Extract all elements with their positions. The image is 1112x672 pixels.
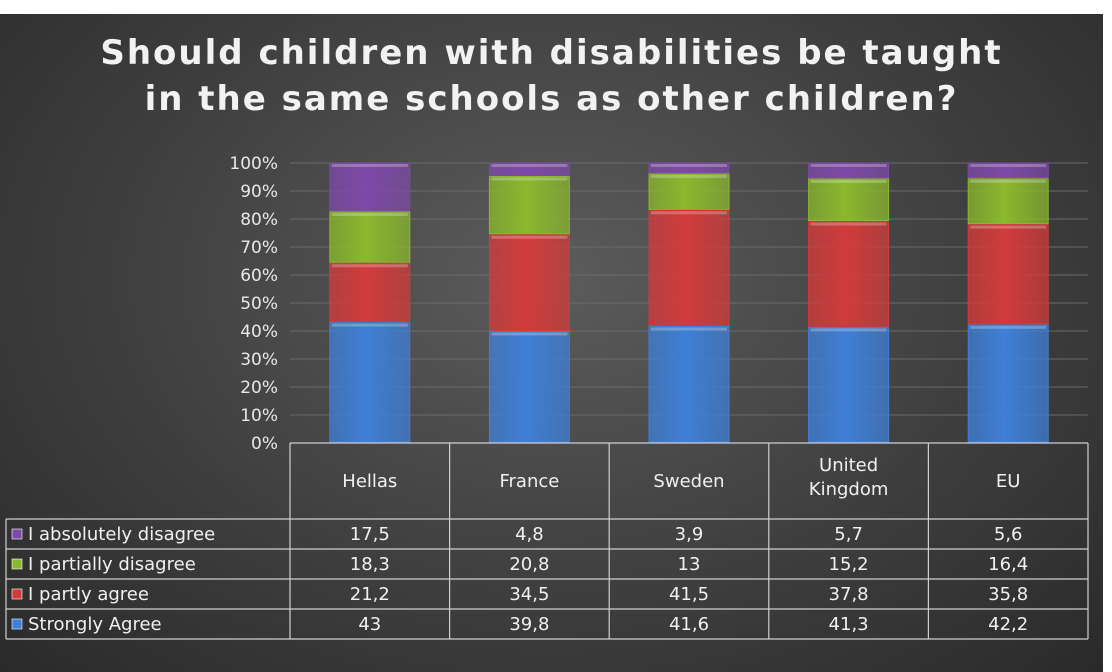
bar-segment — [488, 330, 570, 443]
bar-segment — [488, 175, 570, 235]
data-value: 18,3 — [350, 554, 390, 575]
bar-segment — [488, 234, 570, 331]
category-label: EU — [996, 471, 1021, 492]
bar-segment — [329, 262, 411, 323]
bar-highlight — [331, 164, 408, 167]
bar-highlight — [491, 177, 568, 181]
bar-segment — [967, 162, 1049, 179]
data-value: 41,3 — [829, 614, 869, 635]
bar-highlight — [651, 327, 727, 331]
bar-highlight — [810, 164, 887, 167]
data-value: 15,2 — [829, 554, 869, 575]
data-value: 41,6 — [669, 614, 709, 635]
bar-highlight — [810, 222, 887, 226]
data-value: 13 — [678, 554, 701, 575]
category-label: Hellas — [342, 471, 397, 492]
chart-title: Should children with disabilities be tau… — [0, 30, 1103, 122]
bar-segment — [967, 224, 1049, 325]
chart-svg: 0% 10% 20% 30% 40% 50% 60% 70% 80% 90% 100% Hellas F… — [5, 154, 1089, 640]
bar-highlight — [651, 164, 727, 167]
bar-segment — [648, 209, 730, 327]
data-value: 21,2 — [350, 584, 390, 605]
data-value: 20,8 — [509, 554, 549, 575]
bar-highlight — [331, 264, 408, 268]
bar-segment — [648, 162, 730, 174]
bar-highlight — [651, 211, 727, 215]
bar-highlight — [491, 164, 568, 167]
legend-key — [11, 528, 23, 540]
data-value: 16,4 — [988, 554, 1028, 575]
y-tick-label: 50% — [240, 294, 278, 314]
bar-segment — [648, 326, 730, 443]
bar-segment — [329, 211, 411, 263]
legend-label: I absolutely disagree — [28, 524, 215, 545]
data-value: 37,8 — [829, 584, 869, 605]
bar-highlight — [810, 328, 887, 332]
bar-segment — [808, 162, 890, 179]
y-tick-label: 20% — [240, 378, 278, 398]
y-tick-label: 60% — [240, 266, 278, 286]
bar-highlight — [970, 164, 1047, 167]
bar-segment — [967, 324, 1049, 443]
y-tick-label: 80% — [240, 210, 278, 230]
legend-label: I partly agree — [28, 584, 149, 605]
bar-segment — [329, 162, 411, 212]
data-value: 5,6 — [994, 524, 1023, 545]
bar-highlight — [331, 213, 408, 216]
y-tick-label: 70% — [240, 238, 278, 258]
y-tick-label: 0% — [251, 434, 278, 454]
bar-segment — [329, 322, 411, 443]
bar-highlight — [970, 179, 1047, 183]
data-value: 43 — [358, 614, 381, 635]
category-label: United Kingdom — [809, 455, 889, 500]
y-tick-label: 30% — [240, 350, 278, 370]
data-value: 35,8 — [988, 584, 1028, 605]
bar-highlight — [491, 235, 568, 239]
data-value: 3,9 — [675, 524, 704, 545]
bar-highlight — [810, 179, 887, 183]
bar-highlight — [970, 325, 1047, 329]
category-label: Sweden — [653, 471, 724, 492]
data-value: 4,8 — [515, 524, 544, 545]
chart-title-line-1: Should children with disabilities be tau… — [100, 33, 1003, 73]
y-tick-label: 10% — [240, 406, 278, 426]
bar-highlight — [651, 174, 727, 178]
y-tick-label: 100% — [229, 154, 278, 174]
data-value: 17,5 — [350, 524, 390, 545]
bar-segment — [808, 326, 890, 443]
bar-segment — [967, 178, 1049, 225]
bar-highlight — [970, 225, 1047, 229]
data-value: 34,5 — [509, 584, 549, 605]
data-value: 42,2 — [988, 614, 1028, 635]
legend-key — [11, 618, 23, 630]
legend-label: I partially disagree — [28, 554, 196, 575]
bar-segment — [808, 178, 890, 222]
bar-highlight — [331, 323, 408, 327]
bar-segment — [648, 173, 730, 210]
bar-segment — [488, 162, 570, 176]
legend-label: Strongly Agree — [28, 614, 162, 635]
data-value: 5,7 — [834, 524, 863, 545]
data-value: 39,8 — [509, 614, 549, 635]
chart-title-line-2: in the same schools as other children? — [144, 79, 959, 119]
bar-segment — [808, 221, 890, 327]
data-value: 41,5 — [669, 584, 709, 605]
bar-highlight — [491, 332, 568, 336]
chart-area: Should children with disabilities be tau… — [0, 14, 1103, 672]
y-tick-label: 40% — [240, 322, 278, 342]
category-label: France — [499, 471, 559, 492]
legend-key — [11, 558, 23, 570]
y-tick-label: 90% — [240, 182, 278, 202]
legend-key — [11, 588, 23, 600]
